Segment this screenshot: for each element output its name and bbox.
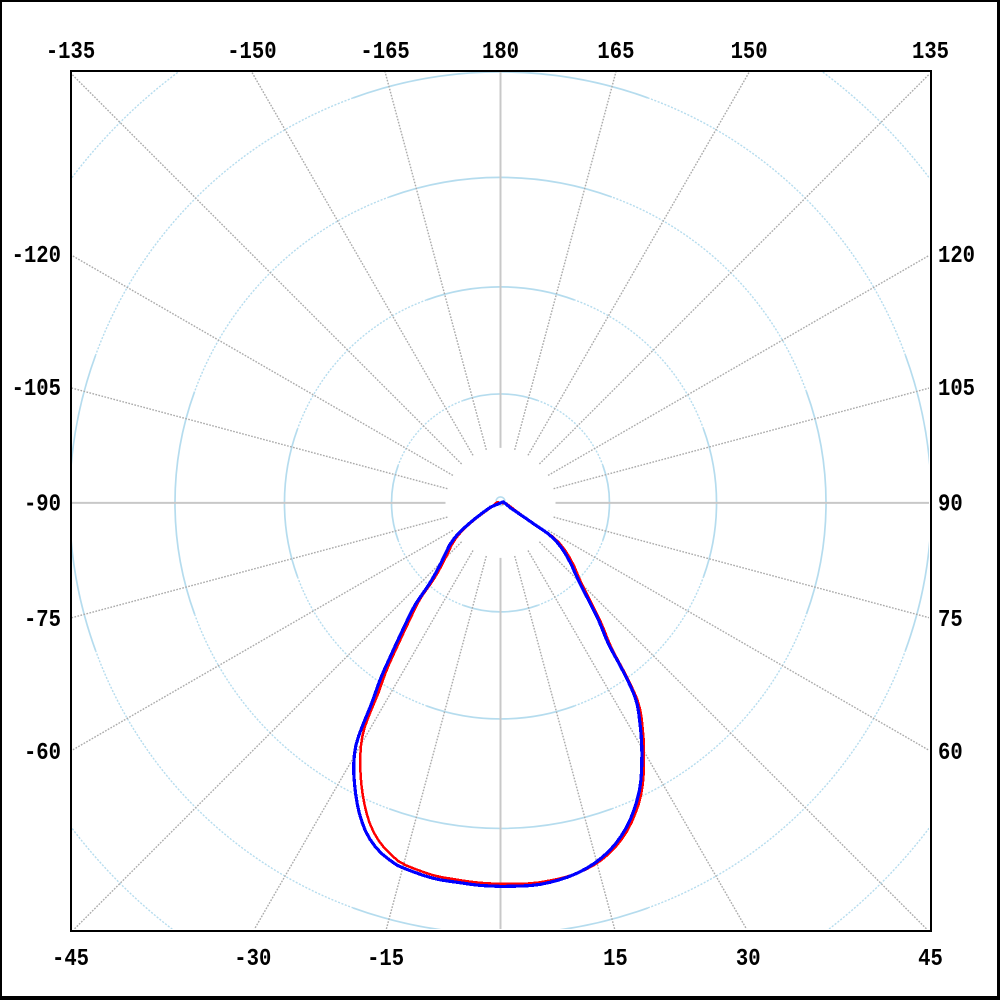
svg-text:45: 45	[918, 944, 943, 972]
svg-text:90: 90	[938, 490, 963, 518]
svg-text:-45: -45	[52, 944, 89, 972]
svg-text:75: 75	[938, 605, 963, 633]
svg-text:-150: -150	[227, 37, 276, 65]
svg-text:-165: -165	[360, 37, 409, 65]
svg-text:60: 60	[938, 738, 963, 766]
svg-text:-75: -75	[24, 605, 61, 633]
svg-text:105: 105	[938, 375, 975, 403]
svg-text:180: 180	[482, 37, 519, 65]
svg-text:-120: -120	[12, 241, 61, 269]
svg-text:-135: -135	[46, 37, 95, 65]
svg-text:135: 135	[912, 37, 949, 65]
svg-text:-90: -90	[24, 490, 61, 518]
svg-text:30: 30	[736, 944, 761, 972]
svg-text:-15: -15	[367, 944, 404, 972]
svg-text:-60: -60	[24, 738, 61, 766]
svg-text:15: 15	[603, 944, 628, 972]
svg-text:150: 150	[731, 37, 768, 65]
svg-text:165: 165	[597, 37, 634, 65]
svg-text:-105: -105	[12, 375, 61, 403]
svg-text:120: 120	[938, 241, 975, 269]
svg-text:-30: -30	[234, 944, 271, 972]
